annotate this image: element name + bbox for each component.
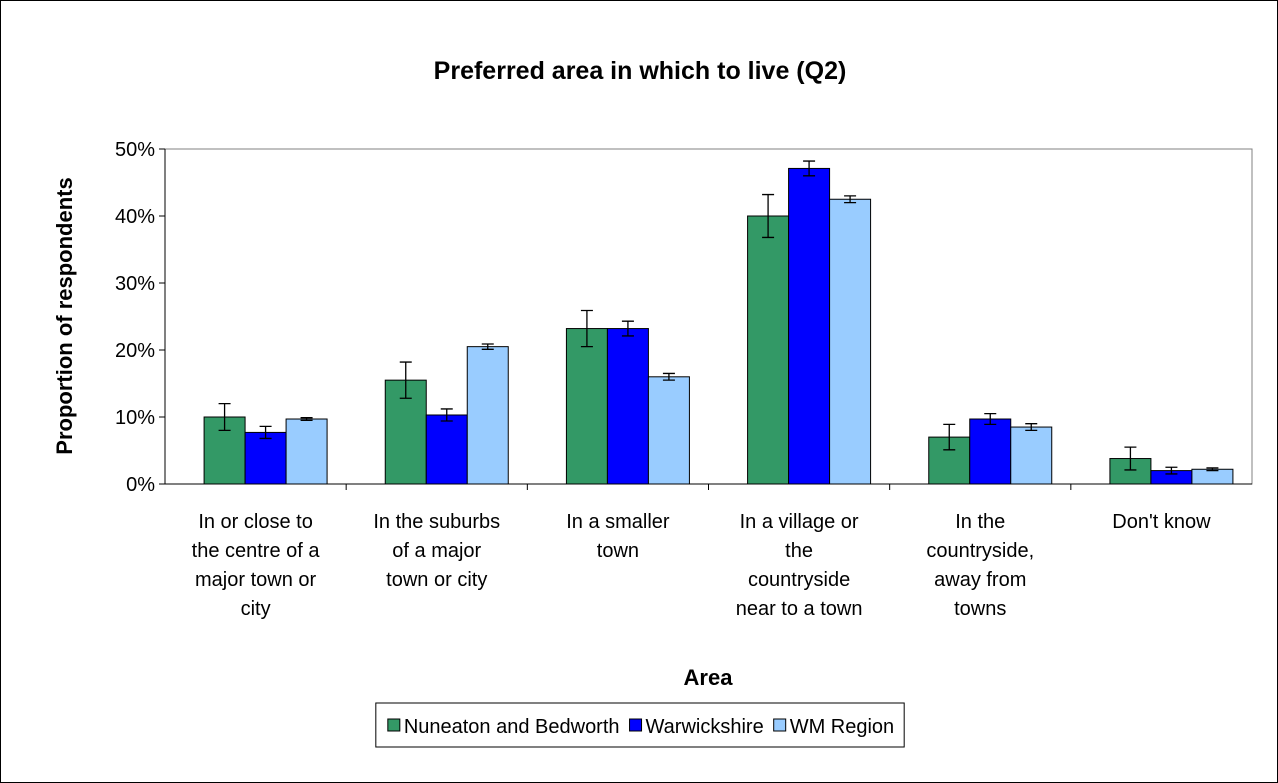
error-bar xyxy=(580,309,593,348)
error-bar xyxy=(440,408,453,422)
bar xyxy=(747,215,790,485)
legend-label: WM Region xyxy=(790,716,894,738)
bar xyxy=(647,376,690,485)
x-tick-label: In a village or the countryside near to a t… xyxy=(736,511,863,620)
error-bar xyxy=(218,402,231,432)
x-tick-label: In or close to the centre of a major town … xyxy=(192,511,321,620)
error-bar xyxy=(803,160,816,177)
error-bar xyxy=(300,417,313,421)
bar xyxy=(285,418,328,485)
error-bar xyxy=(621,320,634,337)
x-axis-title: Area xyxy=(684,665,734,690)
x-tick-label: In the countryside, away from towns xyxy=(926,511,1034,620)
error-bar xyxy=(844,195,857,204)
y-tick-label: 10% xyxy=(115,407,155,429)
error-bar xyxy=(1165,466,1178,475)
error-bar xyxy=(943,423,956,451)
x-tick-label: In a smaller town xyxy=(566,511,670,562)
y-tick-label: 50% xyxy=(115,139,155,161)
legend-swatch xyxy=(387,718,401,732)
error-bar xyxy=(984,413,997,426)
y-tick-label: 40% xyxy=(115,206,155,228)
error-bar xyxy=(662,372,675,381)
chart-title: Preferred area in which to live (Q2) xyxy=(434,57,847,85)
y-tick-label: 0% xyxy=(126,474,155,496)
bar xyxy=(606,328,649,485)
error-bar xyxy=(1025,423,1038,432)
x-tick-label: Don't know xyxy=(1112,511,1211,533)
y-axis-title: Proportion of respondents xyxy=(52,177,77,454)
bar xyxy=(1191,468,1234,485)
legend-label: Nuneaton and Bedworth xyxy=(404,716,620,738)
legend-swatch xyxy=(629,718,643,732)
bar xyxy=(788,167,831,485)
y-tick-label: 20% xyxy=(115,340,155,362)
error-bar xyxy=(1206,467,1219,472)
bar xyxy=(829,198,872,485)
bar xyxy=(1010,426,1053,485)
error-bar xyxy=(481,343,494,350)
y-tick-label: 30% xyxy=(115,273,155,295)
error-bar xyxy=(762,193,775,239)
error-bar xyxy=(399,361,412,399)
bar xyxy=(244,431,287,485)
legend-swatch xyxy=(773,718,787,732)
bar xyxy=(425,414,468,485)
bar xyxy=(565,328,608,485)
plot-area xyxy=(164,148,1253,485)
bar xyxy=(466,346,509,485)
bar xyxy=(969,418,1012,485)
legend-label: Warwickshire xyxy=(646,716,764,738)
error-bar xyxy=(1124,446,1137,471)
error-bar xyxy=(259,425,272,440)
x-tick-label: In the suburbs of a major town or city xyxy=(373,511,500,591)
